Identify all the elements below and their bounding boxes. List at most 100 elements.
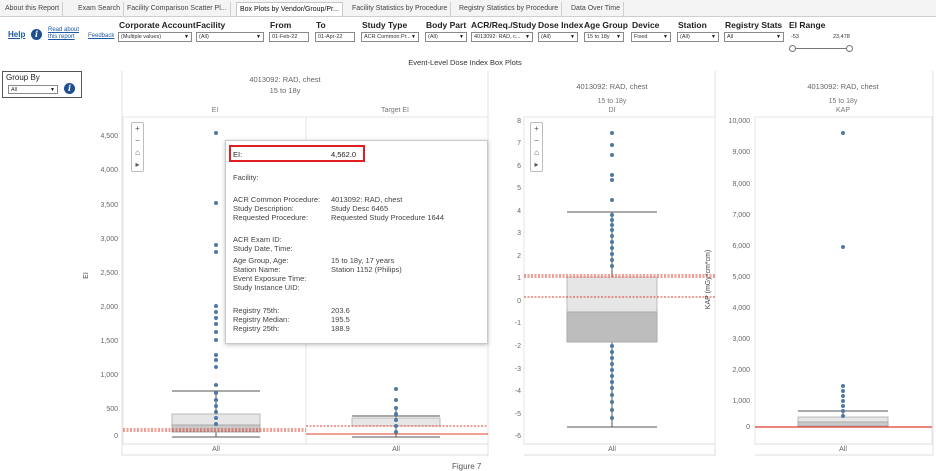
feedback-link[interactable]: Feedback bbox=[88, 33, 115, 39]
body-part-label: Body Part bbox=[426, 20, 467, 30]
group-by-label: Group By bbox=[6, 73, 40, 82]
study-type-label: Study Type bbox=[362, 20, 408, 30]
tooltip-req-label: Requested Procedure: bbox=[233, 213, 309, 222]
kap-box-lower bbox=[797, 421, 889, 427]
kap-points[interactable] bbox=[841, 131, 845, 418]
di-ytick: 0 bbox=[517, 298, 521, 305]
ei-panel-subheader: 15 to 18y bbox=[269, 86, 301, 95]
ei-panel-header: 4013092: RAD, chest bbox=[249, 75, 321, 84]
tab-about[interactable]: About this Report bbox=[2, 2, 64, 16]
kap-panel-header: 4013092: RAD, chest bbox=[807, 82, 879, 91]
tab-facility-scatter[interactable]: Facility Comparison Scatter Pl... bbox=[124, 2, 231, 16]
play-icon[interactable]: ▸ bbox=[135, 160, 140, 169]
chevron-down-icon: ▼ bbox=[616, 34, 621, 40]
help-link[interactable]: Help bbox=[8, 30, 26, 39]
registry-stats-label: Registry Stats bbox=[725, 20, 783, 30]
ei-range-slider-track[interactable] bbox=[793, 48, 850, 49]
tab-registry-stats[interactable]: Registry Statistics by Procedure bbox=[456, 2, 563, 16]
chevron-down-icon: ▼ bbox=[570, 34, 575, 40]
tooltip-desc-label: Study Description: bbox=[233, 204, 294, 213]
zoom-in-icon[interactable]: + bbox=[135, 124, 140, 133]
dose-index-dropdown[interactable]: (All) ▼ bbox=[538, 32, 578, 42]
chevron-down-icon: ▼ bbox=[256, 34, 261, 40]
zoom-out-icon[interactable]: − bbox=[135, 136, 140, 145]
target-ei-points[interactable] bbox=[394, 387, 398, 434]
di-ytick: 5 bbox=[517, 185, 521, 192]
to-label: To bbox=[316, 20, 326, 30]
tooltip-acr-label: ACR Common Procedure: bbox=[233, 195, 321, 204]
ei-range-label: EI Range bbox=[789, 20, 826, 30]
group-by-dropdown[interactable]: All ▼ bbox=[8, 85, 58, 94]
di-ytick: 6 bbox=[517, 163, 521, 170]
ei-points[interactable] bbox=[214, 131, 218, 426]
tooltip-facility-label: Facility: bbox=[233, 173, 259, 182]
ei-ytick: 4,000 bbox=[100, 167, 118, 174]
tab-facility-stats[interactable]: Facility Statistics by Procedure bbox=[349, 2, 452, 16]
station-label: Station bbox=[678, 20, 707, 30]
study-type-dropdown[interactable]: ACR Common Pr... ▼ bbox=[361, 32, 419, 42]
ei-range-slider-max-handle[interactable] bbox=[846, 45, 853, 52]
facility-dropdown[interactable]: (All) ▼ bbox=[196, 32, 264, 42]
tooltip-age-value: 15 to 18y, 17 years bbox=[331, 256, 395, 265]
kap-ytick: 2,000 bbox=[732, 367, 750, 374]
device-label: Device bbox=[632, 20, 660, 30]
kap-ytick: 1,000 bbox=[732, 398, 750, 405]
ei-y-axis-label: EI bbox=[82, 272, 90, 279]
tooltip-station-label: Station Name: bbox=[233, 265, 281, 274]
home-icon[interactable]: ⌂ bbox=[534, 148, 539, 157]
kap-y-axis-label: KAP (mGy*cm*cm) bbox=[705, 249, 713, 310]
age-group-dropdown[interactable]: 15 to 18y ▼ bbox=[584, 32, 624, 42]
ei-range-slider-min-handle[interactable] bbox=[789, 45, 796, 52]
tab-data-over-time[interactable]: Data Over Time bbox=[568, 2, 625, 16]
kap-ytick: 9,000 bbox=[732, 149, 750, 156]
ei-range-min: -53 bbox=[791, 34, 799, 40]
di-box-upper bbox=[566, 276, 658, 313]
chevron-down-icon: ▼ bbox=[525, 34, 530, 40]
station-dropdown[interactable]: (All) ▼ bbox=[677, 32, 719, 42]
age-group-label: Age Group bbox=[584, 20, 628, 30]
tooltip-date-label: Study Date, Time: bbox=[233, 244, 293, 253]
play-icon[interactable]: ▸ bbox=[534, 160, 539, 169]
ei-ytick: 4,500 bbox=[100, 133, 118, 140]
di-points[interactable] bbox=[610, 131, 614, 420]
tab-exam-search[interactable]: Exam Search bbox=[75, 2, 125, 16]
kap-ytick: 5,000 bbox=[732, 274, 750, 281]
tooltip-rmed-value: 195.5 bbox=[331, 315, 350, 324]
kap-column-header: KAP bbox=[835, 107, 850, 114]
home-icon[interactable]: ⌂ bbox=[135, 148, 140, 157]
body-part-dropdown[interactable]: (All) ▼ bbox=[425, 32, 467, 42]
di-box-lower bbox=[566, 311, 658, 343]
tooltip-r25-label: Registry 25th: bbox=[233, 324, 280, 333]
ei-ytick: 500 bbox=[106, 406, 118, 413]
zoom-in-icon[interactable]: + bbox=[534, 124, 539, 133]
read-about-link[interactable]: Read about this report bbox=[48, 27, 80, 40]
di-x-label: All bbox=[608, 446, 616, 453]
kap-ytick: 7,000 bbox=[732, 212, 750, 219]
tooltip-desc-value: Study Desc 6465 bbox=[331, 204, 389, 213]
tab-bar: About this Report Exam Search Facility C… bbox=[0, 0, 936, 17]
ei-ytick: 3,000 bbox=[100, 236, 118, 243]
registry-stats-dropdown[interactable]: All ▼ bbox=[724, 32, 784, 42]
acr-req-study-label: ACR/Req./Study bbox=[471, 20, 537, 30]
kap-ytick: 8,000 bbox=[732, 181, 750, 188]
group-by-info-icon[interactable]: i bbox=[64, 83, 75, 94]
di-ytick: -2 bbox=[514, 343, 521, 350]
zoom-out-icon[interactable]: − bbox=[534, 136, 539, 145]
acr-req-study-dropdown[interactable]: 4013092: RAD, c... ▼ bbox=[471, 32, 533, 42]
ei-ytick: 2,000 bbox=[100, 304, 118, 311]
chevron-down-icon: ▼ bbox=[459, 34, 464, 40]
tooltip-ei-label: EI: bbox=[233, 150, 243, 159]
target-ei-x-label: All bbox=[392, 446, 400, 453]
ei-ytick: 1,000 bbox=[100, 372, 118, 379]
tooltip-station-value: Station 1152 (Philips) bbox=[331, 265, 402, 274]
from-date-input[interactable]: 01-Feb-22 bbox=[269, 32, 309, 42]
kap-x-label: All bbox=[839, 446, 847, 453]
di-ytick: 8 bbox=[517, 118, 521, 125]
to-date-input[interactable]: 01-Apr-22 bbox=[315, 32, 355, 42]
kap-ytick: 0 bbox=[746, 424, 750, 431]
corporate-account-dropdown[interactable]: (Multiple values) ▼ bbox=[118, 32, 192, 42]
device-dropdown[interactable]: Fixed ▼ bbox=[631, 32, 671, 42]
di-column-header: DI bbox=[608, 107, 616, 114]
tab-box-plots[interactable]: Box Plots by Vendor/Group/Pr... bbox=[236, 2, 343, 16]
info-icon[interactable]: i bbox=[31, 29, 42, 40]
